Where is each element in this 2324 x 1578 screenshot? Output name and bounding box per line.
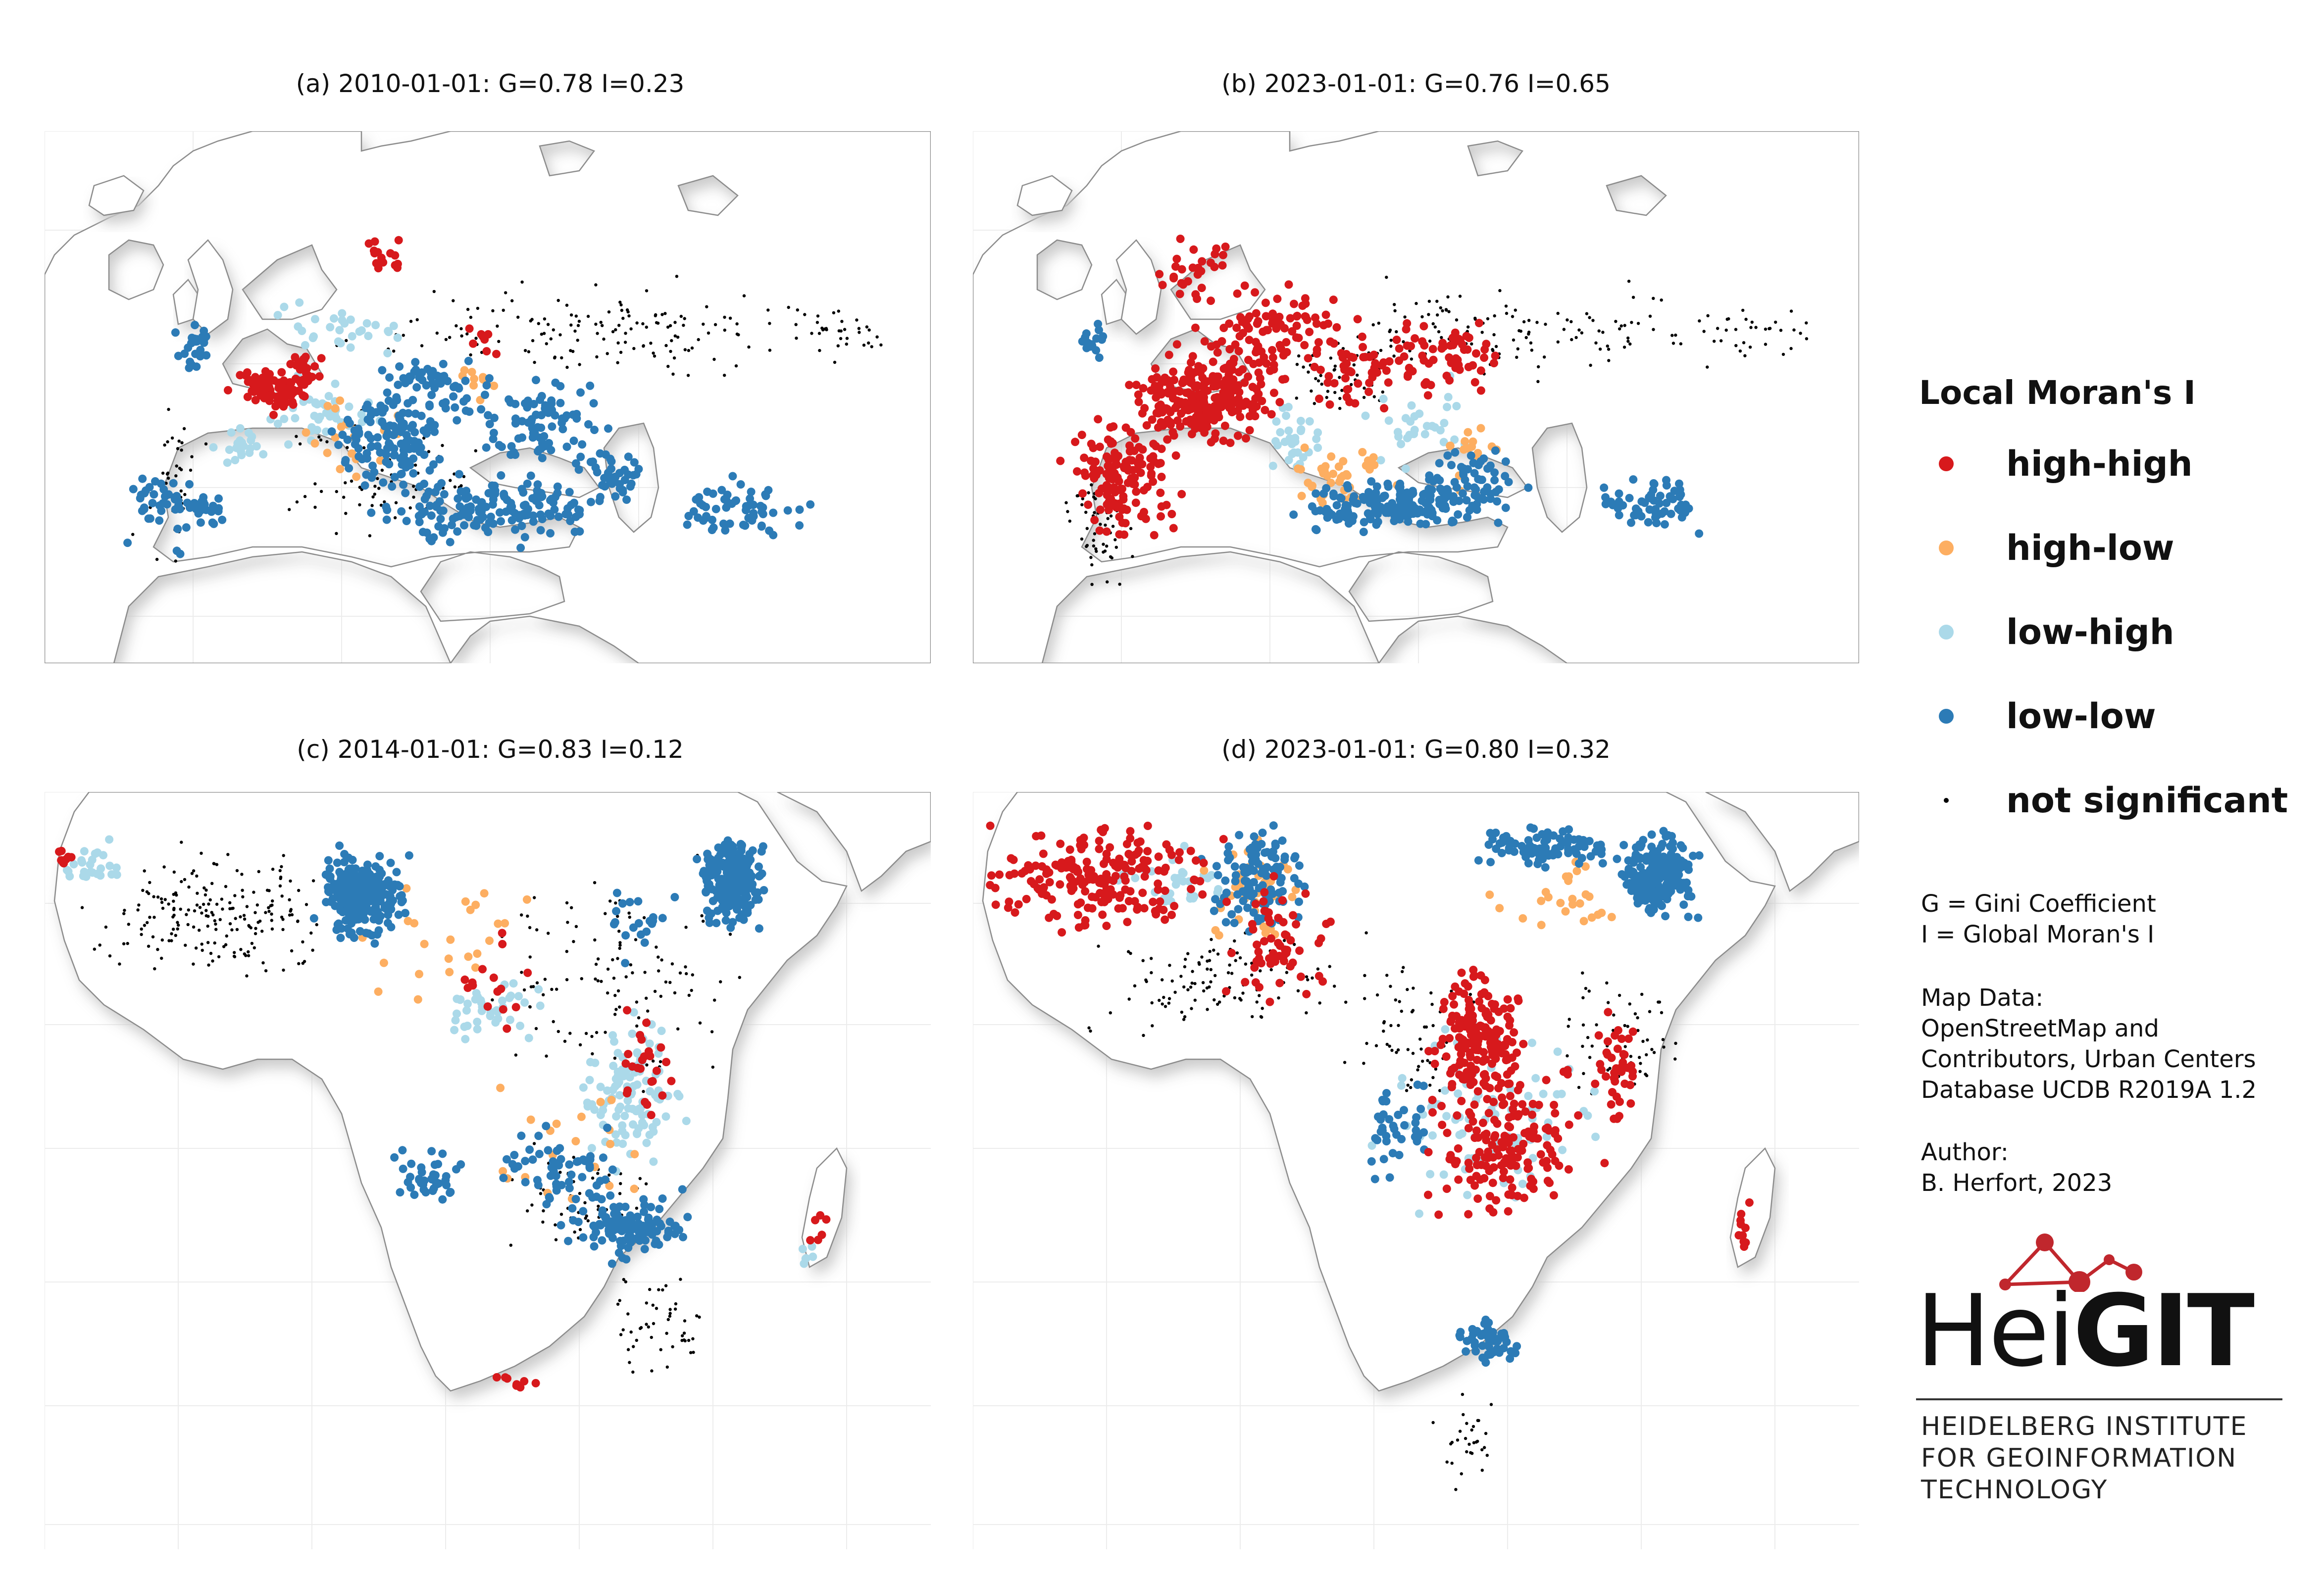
- legend-label-high-low: high-low: [2006, 528, 2174, 568]
- map-panel-c: [45, 792, 931, 1549]
- logo-wordmark: HeiGIT: [1916, 1282, 2255, 1381]
- iceland-landmass: [1016, 175, 1077, 224]
- britain-landmass: [187, 239, 238, 343]
- map-panel-b: [973, 131, 1859, 663]
- legend-dot-high-high: [1939, 456, 1954, 471]
- legend-label-not-significant: not significant: [2006, 780, 2288, 821]
- legend-dot-low-high: [1939, 625, 1954, 640]
- logo-subtitle-3: TECHNOLOGY: [1921, 1475, 2108, 1505]
- legend-dot-not-significant: [1944, 798, 1949, 803]
- europe-map-2023: [973, 131, 1859, 663]
- moran-points: [55, 835, 831, 1392]
- arabia-landmass: [1705, 792, 1859, 900]
- panel-c-title: (c) 2014-01-01: G=0.83 I=0.12: [297, 735, 684, 764]
- note-map-data-2: Contributors, Urban Centers: [1921, 1045, 2256, 1073]
- note-map-data-1: OpenStreetMap and: [1921, 1015, 2159, 1042]
- legend-label-low-low: low-low: [2006, 696, 2156, 737]
- britain-landmass: [1115, 239, 1166, 343]
- iceland-landmass: [88, 175, 149, 224]
- logo-divider: [1916, 1398, 2282, 1400]
- legend-dot-low-low: [1939, 709, 1954, 724]
- panel-b-title: (b) 2023-01-01: G=0.76 I=0.65: [1221, 69, 1611, 98]
- map-panel-d: [973, 792, 1859, 1549]
- logo-word-bold: GIT: [2073, 1274, 2255, 1389]
- logo-subtitle-1: HEIDELBERG INSTITUTE: [1921, 1412, 2248, 1441]
- note-author-label: Author:: [1921, 1138, 2009, 1166]
- heigit-logo: HeiGIT HEIDELBERG INSTITUTE FOR GEOINFOR…: [1916, 1228, 2287, 1525]
- europe-map-2010: [45, 131, 931, 663]
- network-graph-icon: [1999, 1233, 2142, 1292]
- legend-item-high-high: high-high: [1919, 436, 2266, 485]
- logo-subtitle-2: FOR GEOINFORMATION: [1921, 1443, 2237, 1473]
- africa-map-2023: [973, 792, 1859, 1549]
- panel-d-title: (d) 2023-01-01: G=0.80 I=0.32: [1221, 735, 1611, 764]
- legend-item-not-significant: not significant: [1919, 772, 2288, 822]
- africa-map-2014: [45, 792, 931, 1549]
- europe-landmass: [973, 131, 1859, 663]
- moran-points: [1056, 235, 1809, 586]
- legend-item-high-low: high-low: [1919, 520, 2266, 569]
- note-map-data-3: Database UCDB R2019A 1.2: [1921, 1076, 2257, 1104]
- note-map-data-label: Map Data:: [1921, 984, 2044, 1012]
- panel-a-title: (a) 2010-01-01: G=0.78 I=0.23: [296, 69, 685, 98]
- note-gini: G = Gini Coefficient: [1921, 890, 2156, 918]
- logo-word-light: Hei: [1916, 1274, 2075, 1389]
- legend-label-low-high: low-high: [2006, 612, 2174, 652]
- legend-item-low-low: low-low: [1919, 688, 2266, 738]
- legend-item-low-high: low-high: [1919, 604, 2266, 653]
- legend-dot-high-low: [1939, 541, 1954, 555]
- moran-points: [986, 821, 1754, 1491]
- arabia-landmass: [777, 792, 931, 900]
- moran-points: [123, 236, 883, 563]
- note-moran: I = Global Moran's I: [1921, 921, 2155, 948]
- legend-label-high-high: high-high: [2006, 444, 2193, 484]
- note-author: B. Herfort, 2023: [1921, 1169, 2113, 1197]
- legend-title: Local Moran's I: [1919, 374, 2196, 412]
- map-panel-a: [45, 131, 931, 663]
